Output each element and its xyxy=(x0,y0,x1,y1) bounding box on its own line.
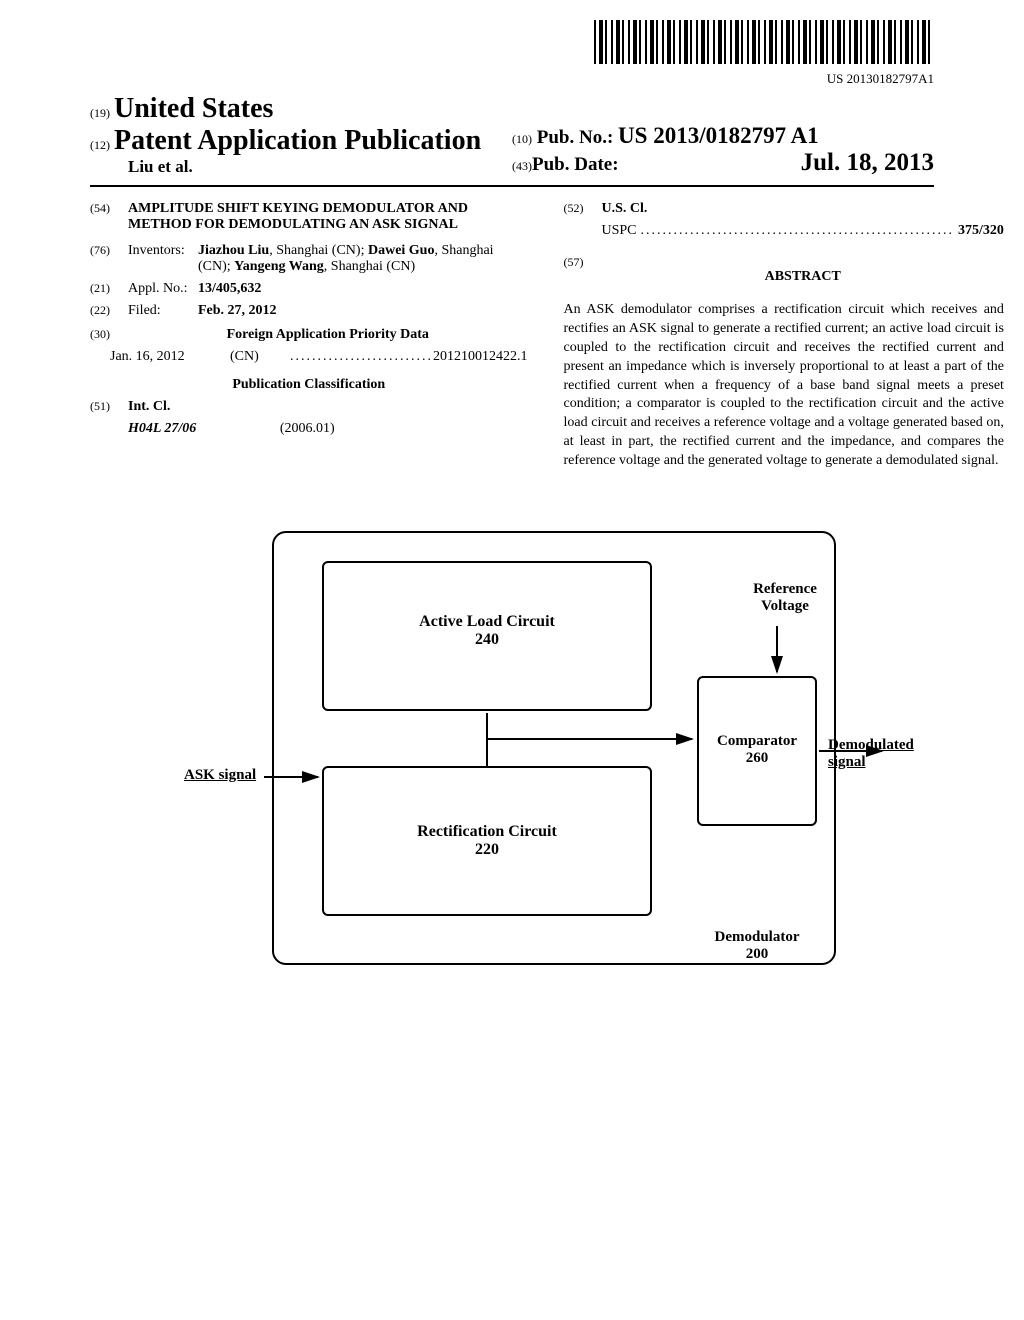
abstract-text: An ASK demodulator comprises a rectifica… xyxy=(564,301,1004,471)
filed-label: Filed: xyxy=(128,303,198,319)
reference-voltage-label: Reference Voltage xyxy=(740,581,830,615)
header-rule xyxy=(90,185,934,187)
foreign-heading-row: (30) Foreign Application Priority Data xyxy=(90,327,528,343)
rectification-num: 220 xyxy=(475,841,499,858)
comparator-block: Comparator 260 xyxy=(697,676,817,826)
priority-number: 201210012422.1 xyxy=(433,349,528,365)
header-right: (10) Pub. No.: US 2013/0182797 A1 (43) P… xyxy=(512,123,934,177)
appl-no-label: Appl. No.: xyxy=(128,281,198,297)
field-num-52: (52) xyxy=(564,201,602,217)
rectification-block: Rectification Circuit 220 xyxy=(322,766,652,916)
demodulated-signal-label: Demodulated signal xyxy=(828,737,938,770)
rectification-label: Rectification Circuit xyxy=(417,823,557,840)
inventors-row: (76) Inventors: Jiazhou Liu, Shanghai (C… xyxy=(90,243,528,275)
appl-no-value: 13/405,632 xyxy=(198,281,528,297)
pub-date-label: Pub. Date: xyxy=(532,154,619,176)
field-num-21: (21) xyxy=(90,281,128,297)
field-num-19: (19) xyxy=(90,106,110,120)
field-num-22: (22) xyxy=(90,303,128,319)
filed-value: Feb. 27, 2012 xyxy=(198,303,528,319)
bibliographic-columns: (54) AMPLITUDE SHIFT KEYING DEMODULATOR … xyxy=(90,201,934,471)
field-num-43: (43) xyxy=(512,159,532,174)
intcl-code-row: H04L 27/06 (2006.01) xyxy=(90,421,528,437)
intcl-label: Int. Cl. xyxy=(128,399,528,415)
priority-row: Jan. 16, 2012 (CN) .....................… xyxy=(90,349,528,365)
inventors-list: Jiazhou Liu, Shanghai (CN); Dawei Guo, S… xyxy=(198,243,528,275)
abstract-heading: ABSTRACT xyxy=(602,269,1004,285)
pub-no-label: Pub. No.: xyxy=(537,127,614,148)
barcode-icon xyxy=(594,20,934,64)
header-left: (19) United States (12) Patent Applicati… xyxy=(90,93,512,177)
priority-date: Jan. 16, 2012 xyxy=(110,349,230,365)
title-row: (54) AMPLITUDE SHIFT KEYING DEMODULATOR … xyxy=(90,201,528,233)
active-load-num: 240 xyxy=(475,631,499,648)
active-load-block: Active Load Circuit 240 xyxy=(322,561,652,711)
intcl-code: H04L 27/06 xyxy=(128,421,196,436)
uscl-value: 375/320 xyxy=(958,223,1004,239)
uscl-row: (52) U.S. Cl. xyxy=(564,201,1004,217)
pub-class-heading: Publication Classification xyxy=(90,377,528,393)
barcode-text: US 20130182797A1 xyxy=(90,71,934,87)
pub-date-value: Jul. 18, 2013 xyxy=(801,149,934,177)
field-num-76: (76) xyxy=(90,243,128,275)
dot-leader: .......................... xyxy=(290,349,433,365)
comparator-num: 260 xyxy=(746,750,769,766)
country: United States xyxy=(114,93,273,124)
field-num-12: (12) xyxy=(90,138,110,152)
field-num-51: (51) xyxy=(90,399,128,415)
uscl-sublabel: USPC xyxy=(602,223,637,239)
barcode-area: US 20130182797A1 xyxy=(90,20,934,87)
active-load-label: Active Load Circuit xyxy=(419,613,555,630)
dot-leader: ........................................… xyxy=(641,223,955,239)
uscl-value-row: USPC ...................................… xyxy=(602,223,1004,239)
intcl-year: (2006.01) xyxy=(280,421,335,436)
intcl-row: (51) Int. Cl. xyxy=(90,399,528,415)
header-row: (19) United States (12) Patent Applicati… xyxy=(90,93,934,177)
field-num-10: (10) xyxy=(512,132,532,146)
priority-country: (CN) xyxy=(230,349,290,365)
filed-row: (22) Filed: Feb. 27, 2012 xyxy=(90,303,528,319)
ask-signal-label: ASK signal xyxy=(184,767,256,784)
abstract-heading-row: (57) ABSTRACT xyxy=(564,255,1004,295)
field-num-30: (30) xyxy=(90,327,128,343)
pub-no-value: US 2013/0182797 A1 xyxy=(618,123,819,148)
uscl-label: U.S. Cl. xyxy=(602,201,1004,217)
invention-title: AMPLITUDE SHIFT KEYING DEMODULATOR AND M… xyxy=(128,201,528,233)
field-num-57: (57) xyxy=(564,255,602,295)
demodulator-label: Demodulator 200 xyxy=(692,929,822,963)
foreign-heading: Foreign Application Priority Data xyxy=(128,327,528,343)
publication-type: Patent Application Publication xyxy=(114,125,481,156)
patent-page: US 20130182797A1 (19) United States (12)… xyxy=(0,0,1024,1320)
left-column: (54) AMPLITUDE SHIFT KEYING DEMODULATOR … xyxy=(90,201,528,471)
comparator-label: Comparator xyxy=(717,733,797,749)
right-column: (52) U.S. Cl. USPC .....................… xyxy=(564,201,1004,471)
inventors-label: Inventors: xyxy=(128,243,198,275)
block-diagram: Active Load Circuit 240 Rectification Ci… xyxy=(192,531,832,991)
appl-no-row: (21) Appl. No.: 13/405,632 xyxy=(90,281,528,297)
field-num-54: (54) xyxy=(90,201,128,233)
authors-line: Liu et al. xyxy=(128,157,512,177)
